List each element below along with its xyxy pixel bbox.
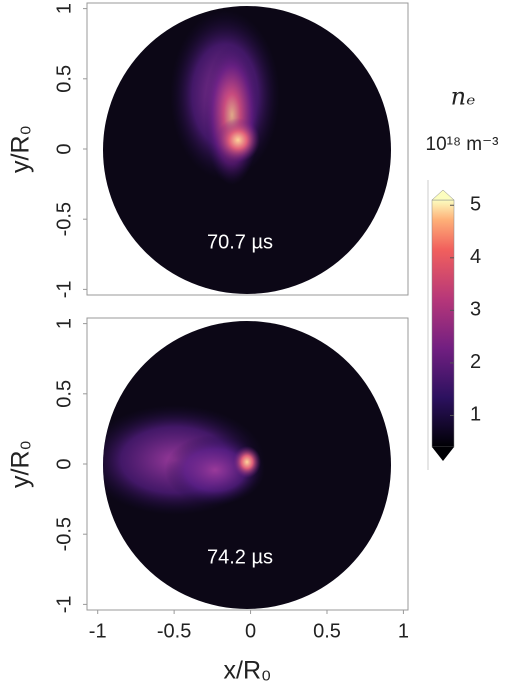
time-label: 74.2 µs xyxy=(207,546,273,568)
colorbar-tick-label: 5 xyxy=(470,194,481,216)
colorbar-tick-label: 4 xyxy=(470,246,481,268)
panel-image xyxy=(86,2,409,611)
y-tick-label: 0 xyxy=(53,458,75,469)
x-tick-label: -1 xyxy=(89,620,107,642)
y-axis-label: y/R₀ xyxy=(7,440,35,488)
x-tick-label: -0.5 xyxy=(157,620,191,642)
y-tick-label: -0.5 xyxy=(53,517,75,551)
y-tick-label: -1 xyxy=(53,595,75,613)
colorbar xyxy=(431,199,455,448)
colorbar-extend xyxy=(432,447,454,461)
time-label: 70.7 µs xyxy=(207,231,273,253)
glow xyxy=(216,118,260,162)
x-tick-label: 1 xyxy=(398,620,409,642)
y-tick-label: 0.5 xyxy=(53,380,75,408)
y-axis-label: y/R₀ xyxy=(7,125,35,173)
x-axis-label: x/R₀ xyxy=(224,657,272,685)
y-tick-label: -1 xyxy=(53,280,75,298)
x-tick-label: 0 xyxy=(245,620,256,642)
glow xyxy=(204,45,260,185)
colorbar-units: 10¹⁸ m⁻³ xyxy=(426,134,499,155)
y-tick-label: 0 xyxy=(53,143,75,154)
colorbar-tick-label: 2 xyxy=(470,351,481,373)
y-tick-label: 0.5 xyxy=(53,65,75,93)
glow xyxy=(233,446,261,478)
y-tick-label: 1 xyxy=(53,3,75,14)
y-tick-label: -0.5 xyxy=(53,202,75,236)
x-tick-label: 0.5 xyxy=(313,620,341,642)
colorbar-tick-label: 3 xyxy=(470,299,481,321)
colorbar-title: nₑ xyxy=(451,83,476,111)
colorbar-extend xyxy=(431,189,455,201)
y-tick-label: 1 xyxy=(53,318,75,329)
colorbar-tick-label: 1 xyxy=(470,404,481,426)
